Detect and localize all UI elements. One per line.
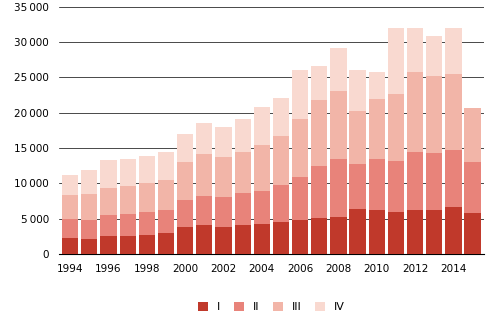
Bar	[234, 119, 250, 152]
Bar	[272, 136, 288, 185]
Bar	[349, 164, 365, 209]
Bar	[464, 162, 480, 213]
Bar	[100, 160, 117, 188]
Bar	[234, 152, 250, 193]
Bar	[196, 225, 212, 254]
Bar	[310, 166, 327, 218]
Bar	[81, 220, 97, 239]
Bar	[62, 238, 78, 254]
Bar	[310, 100, 327, 166]
Bar	[196, 155, 212, 196]
Bar	[139, 183, 155, 212]
Bar	[387, 212, 403, 254]
Bar	[158, 152, 174, 180]
Bar	[310, 218, 327, 254]
Bar	[253, 224, 269, 254]
Bar	[330, 48, 346, 92]
Bar	[215, 157, 231, 197]
Bar	[81, 194, 97, 220]
Bar	[253, 144, 269, 191]
Bar	[368, 159, 384, 210]
Bar	[177, 227, 193, 254]
Bar	[119, 185, 136, 214]
Bar	[425, 153, 442, 210]
Bar	[81, 239, 97, 254]
Bar	[62, 195, 78, 219]
Bar	[272, 185, 288, 222]
Bar	[406, 152, 423, 210]
Bar	[119, 159, 136, 185]
Bar	[425, 210, 442, 254]
Bar	[177, 200, 193, 227]
Bar	[100, 235, 117, 254]
Bar	[139, 212, 155, 235]
Bar	[272, 222, 288, 254]
Bar	[158, 180, 174, 210]
Bar	[234, 193, 250, 225]
Bar	[425, 76, 442, 153]
Bar	[215, 197, 231, 227]
Bar	[177, 162, 193, 200]
Bar	[177, 134, 193, 162]
Bar	[62, 219, 78, 238]
Bar	[196, 123, 212, 155]
Bar	[349, 70, 365, 111]
Bar	[330, 92, 346, 159]
Bar	[387, 161, 403, 212]
Bar	[62, 175, 78, 195]
Bar	[158, 233, 174, 254]
Bar	[81, 170, 97, 194]
Bar	[464, 108, 480, 162]
Bar	[119, 236, 136, 254]
Bar	[349, 111, 365, 164]
Bar	[215, 227, 231, 254]
Bar	[196, 196, 212, 225]
Bar	[445, 74, 461, 150]
Bar	[425, 36, 442, 76]
Bar	[139, 235, 155, 254]
Bar	[291, 220, 307, 254]
Bar	[330, 217, 346, 254]
Bar	[330, 159, 346, 217]
Bar	[100, 215, 117, 235]
Bar	[234, 225, 250, 254]
Bar	[387, 94, 403, 161]
Bar	[349, 209, 365, 254]
Bar	[368, 210, 384, 254]
Bar	[215, 127, 231, 157]
Bar	[445, 150, 461, 207]
Bar	[406, 28, 423, 72]
Bar	[464, 213, 480, 254]
Legend: I, II, III, IV: I, II, III, IV	[198, 302, 344, 312]
Bar	[406, 72, 423, 152]
Bar	[291, 119, 307, 177]
Bar	[253, 107, 269, 144]
Bar	[387, 28, 403, 94]
Bar	[291, 69, 307, 119]
Bar	[445, 28, 461, 74]
Bar	[445, 207, 461, 254]
Bar	[368, 72, 384, 99]
Bar	[406, 210, 423, 254]
Bar	[119, 214, 136, 236]
Bar	[310, 66, 327, 100]
Bar	[253, 191, 269, 224]
Bar	[272, 98, 288, 136]
Bar	[158, 210, 174, 233]
Bar	[139, 156, 155, 183]
Bar	[291, 177, 307, 220]
Bar	[368, 99, 384, 159]
Bar	[100, 188, 117, 215]
